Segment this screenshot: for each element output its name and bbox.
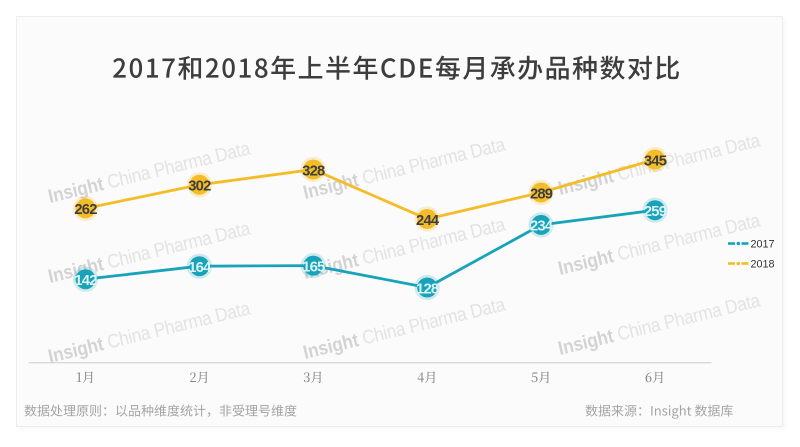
svg-text:234: 234 bbox=[530, 219, 554, 235]
svg-text:Insight China Pharma Data: Insight China Pharma Data bbox=[301, 132, 508, 203]
svg-text:142: 142 bbox=[74, 273, 97, 289]
svg-text:164: 164 bbox=[188, 260, 212, 276]
svg-text:345: 345 bbox=[644, 153, 667, 169]
svg-text:165: 165 bbox=[302, 259, 325, 275]
svg-text:Insight China Pharma Data: Insight China Pharma Data bbox=[301, 292, 508, 363]
svg-text:244: 244 bbox=[416, 213, 440, 229]
svg-text:Insight China Pharma Data: Insight China Pharma Data bbox=[301, 212, 508, 283]
svg-text:2017: 2017 bbox=[751, 239, 775, 251]
svg-text:Insight China Pharma Data: Insight China Pharma Data bbox=[46, 296, 253, 367]
svg-text:2018: 2018 bbox=[751, 259, 775, 271]
svg-text:262: 262 bbox=[74, 202, 97, 218]
svg-text:259: 259 bbox=[644, 204, 667, 220]
svg-text:289: 289 bbox=[530, 186, 553, 202]
svg-text:Insight China Pharma Data: Insight China Pharma Data bbox=[556, 288, 763, 359]
svg-text:128: 128 bbox=[416, 281, 439, 297]
svg-text:302: 302 bbox=[188, 179, 211, 195]
svg-text:328: 328 bbox=[302, 163, 325, 179]
